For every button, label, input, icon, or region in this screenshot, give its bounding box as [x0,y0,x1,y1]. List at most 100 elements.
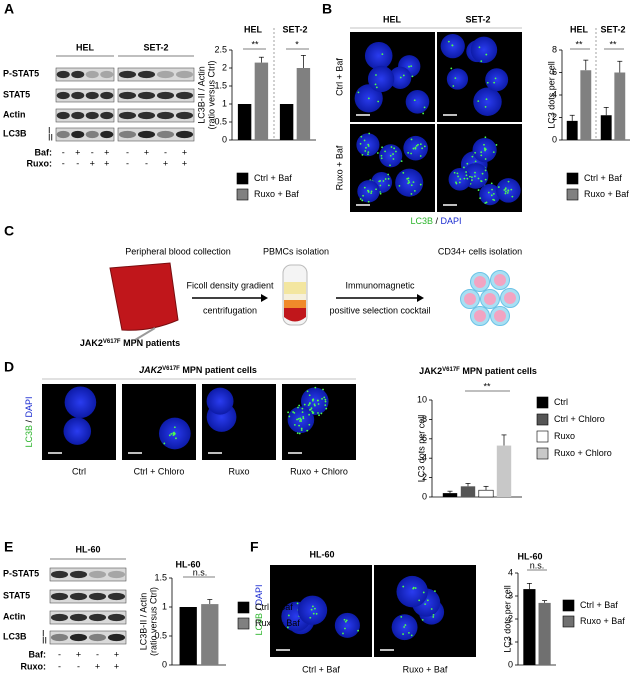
lc3-dot [312,612,315,615]
x-category-label: HEL [570,24,589,34]
nucleus [446,68,469,90]
cell-line-label: HEL [76,42,95,52]
patients-label: JAK2V617F MPN patients [80,338,180,348]
blot-band [88,613,107,622]
lc3-dot [408,181,411,184]
lc3-dot [318,414,320,417]
stain-green: LC3B [410,216,433,226]
lc3-dot [307,404,310,407]
lc3-dot [474,160,477,163]
bar [254,62,269,140]
nucleus [364,41,393,70]
significance-label: * [295,39,299,49]
significance-label: n.s. [530,560,545,570]
lc3-dot [370,190,373,193]
lc3-dot [310,407,313,410]
lc3-dot [296,432,299,435]
lc3-dot [293,423,296,426]
blot-band [137,91,156,100]
blot-row-label: STAT5 [3,89,30,99]
lc3-dot [395,150,397,153]
lc3-dot [306,429,309,432]
lc3-dot [324,404,327,407]
lc3-dot [309,616,312,619]
lc3-dot [357,629,359,632]
lc3-dot [287,411,290,414]
panel-label: D [4,359,14,375]
lc3-dot [487,191,490,194]
lc3-dot [479,197,482,200]
lc3-dot [490,194,493,197]
lc3-dot [504,190,507,193]
lc3-dot [474,171,476,174]
blot-band [107,613,126,622]
stain-label: LC3B / DAPI [410,216,461,226]
lc3-dot [485,98,488,101]
legend-label: Ruxo + Baf [580,616,625,626]
blot-strip [55,108,115,123]
bar [580,70,592,140]
lc3-dot [322,388,324,391]
lc3-dot [367,200,370,203]
lc3-dot [313,404,316,407]
lc3-dot [367,97,370,100]
nucleus [470,36,498,64]
lc3-dot [407,177,410,180]
y-tick-label: 4 [552,89,557,99]
lc3-dot [414,587,417,589]
blot-band [88,570,107,579]
lc3-dot [426,599,429,602]
blot-band [137,111,156,120]
bar [296,68,311,140]
blot-strip [117,127,195,142]
significance-label: ** [609,39,617,49]
lc3-dot [410,65,413,68]
lc3-dot [412,586,415,589]
lc3-dot [163,442,166,445]
lc3-dot [168,434,171,437]
lc3-dot [408,631,410,634]
nucleus [64,386,97,419]
treatment-sign: - [91,147,94,157]
lc3-dot [486,81,489,84]
lc3-dot [410,152,413,155]
condition-label: Ctrl [72,466,86,476]
lc3-dot [495,144,498,146]
bar [478,489,494,498]
y-tick-label: 2 [508,613,513,623]
legend-swatch [536,447,549,460]
y-tick-label: 10 [417,394,427,404]
lc3-dot [392,153,394,155]
legend-label: Ctrl + Baf [255,602,293,612]
lc3-dot [364,150,367,152]
lc3-dot [376,152,379,154]
y-tick-label: 6 [422,433,427,443]
bar [179,607,197,665]
treatment-sign: - [145,158,148,168]
lc3-dot [412,181,415,184]
gene: JAK2 [139,365,162,375]
lc3-dot [310,608,313,611]
lc3-dot [484,158,487,160]
legend-swatch [236,188,249,201]
bar [614,72,626,140]
blot-strip [55,127,115,142]
lc3-dot [287,614,290,617]
lc3-dot [451,44,454,47]
treatment-sign: + [75,147,80,157]
lc3-dot [384,150,386,153]
lc3-dot [300,427,303,430]
y-tick-label: 2 [552,112,557,122]
lc3-dot [423,106,426,109]
lc3-dot [301,411,304,414]
legend-label: Ctrl [554,397,568,407]
legend-label: Ruxo + Baf [255,618,300,628]
lc3-dot [361,199,364,202]
step-label: PBMCs isolation [263,246,329,256]
y-axis-label: (ratio versus Ctrl) [148,587,158,656]
lc3-dot [404,624,407,626]
legend-label: Ctrl + Baf [580,600,618,610]
legend-swatch [562,615,575,628]
lc3-dot [316,399,319,402]
